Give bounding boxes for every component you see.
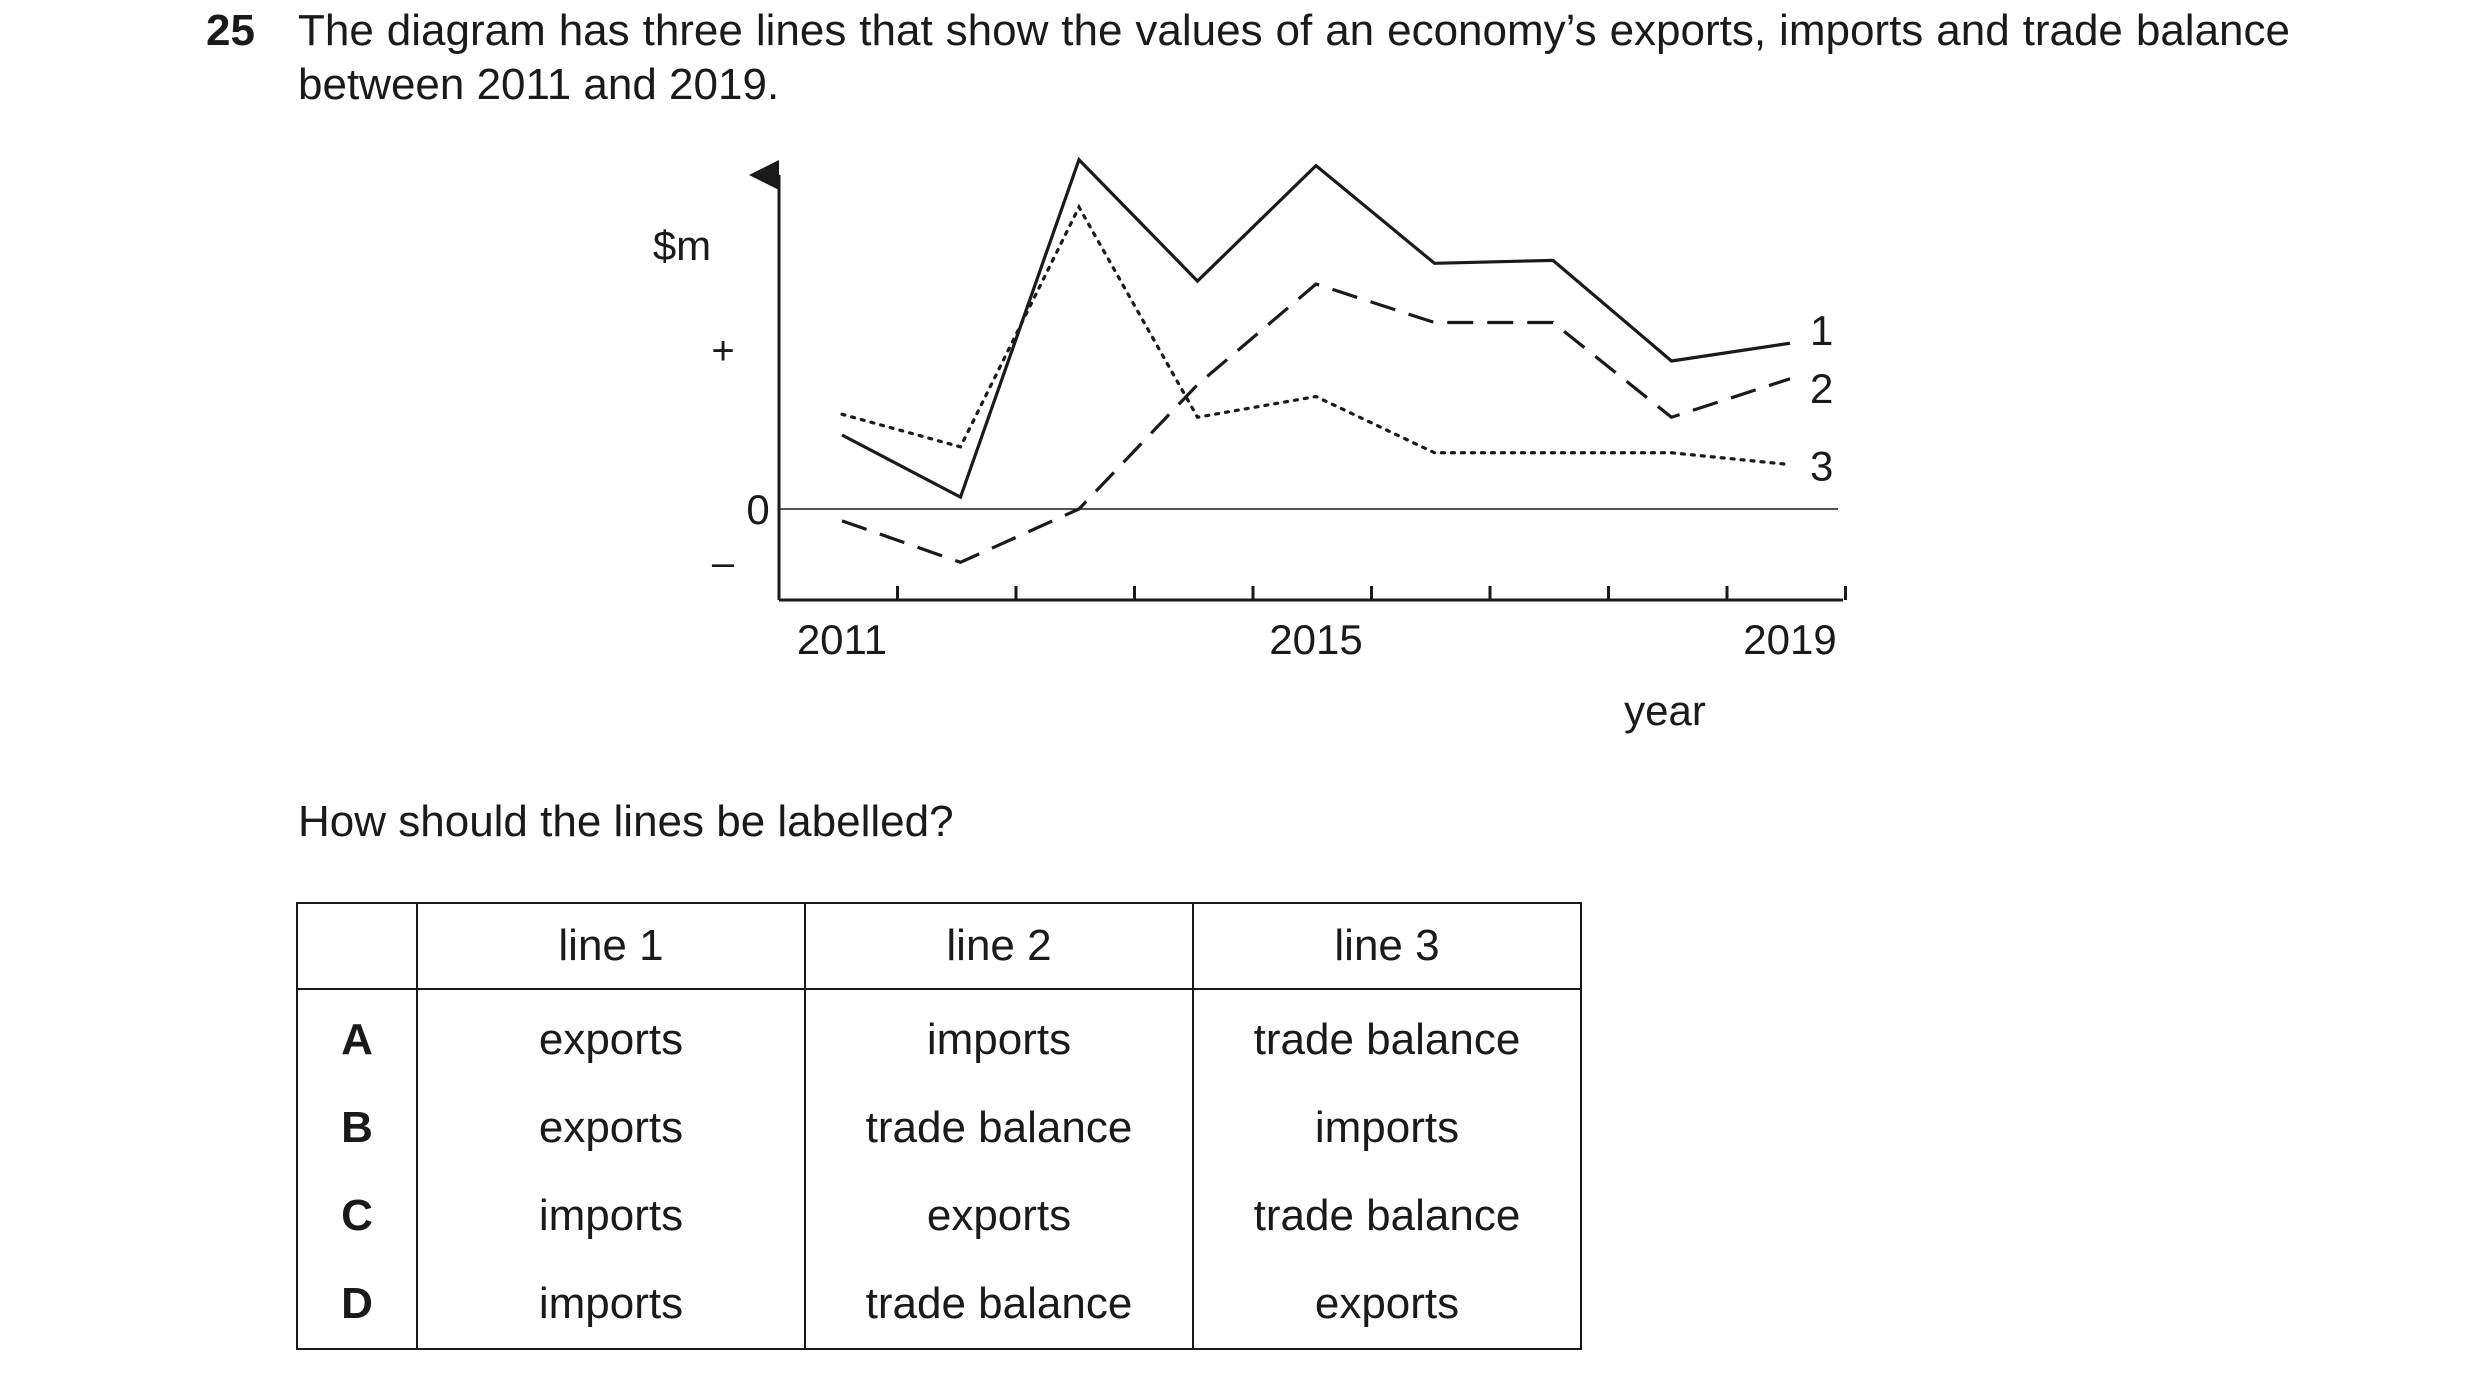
option-key: B	[296, 1084, 418, 1172]
table-cell: imports	[416, 1172, 806, 1260]
table-cell: exports	[1192, 1260, 1582, 1350]
y-plus-label: +	[711, 329, 734, 373]
x-axis-label: year	[1624, 687, 1706, 734]
question-text: The diagram has three lines that show th…	[298, 6, 2290, 109]
y-minus-label: –	[712, 541, 735, 585]
table-cell: imports	[416, 1260, 806, 1350]
y-axis-label: $m	[653, 222, 711, 269]
answer-row-a[interactable]: A exports imports trade balance	[296, 989, 1582, 1084]
answer-row-c[interactable]: C imports exports trade balance	[296, 1172, 1582, 1260]
answer-table: line 1 line 2 line 3 A exports imports t…	[296, 902, 1582, 1350]
table-cell: exports	[804, 1172, 1194, 1260]
x-tick-label: 2019	[1743, 616, 1836, 663]
table-header-line-3: line 3	[1192, 902, 1582, 990]
question-number: 25	[206, 6, 255, 55]
option-key: A	[296, 989, 418, 1084]
x-tick-label: 2015	[1269, 616, 1362, 663]
table-header-row: line 1 line 2 line 3	[296, 902, 1582, 990]
table-cell: exports	[416, 1084, 806, 1172]
table-cell: imports	[1192, 1084, 1582, 1172]
table-cell: trade balance	[804, 1260, 1194, 1350]
question-prompt: How should the lines be labelled?	[298, 797, 954, 846]
table-cell: trade balance	[1192, 1172, 1582, 1260]
line-chart: 2011 2015 2019 $m year +0– 1 2 3	[653, 156, 1847, 734]
series-label-3: 3	[1810, 443, 1833, 490]
table-header-key	[296, 902, 418, 990]
series-line-2	[841, 282, 1791, 565]
option-key: D	[296, 1260, 418, 1350]
series-label-2: 2	[1810, 365, 1833, 412]
answer-row-b[interactable]: B exports trade balance imports	[296, 1084, 1582, 1172]
table-cell: trade balance	[804, 1084, 1194, 1172]
series-line-3	[840, 203, 1792, 467]
table-header-line-2: line 2	[804, 902, 1194, 990]
answer-row-d[interactable]: D imports trade balance exports	[296, 1260, 1582, 1350]
table-cell: exports	[416, 989, 806, 1084]
option-key: C	[296, 1172, 418, 1260]
x-tick-label: 2011	[797, 616, 887, 663]
series-label-1: 1	[1810, 307, 1833, 354]
y-zero-label: 0	[746, 486, 769, 533]
table-cell: imports	[804, 989, 1194, 1084]
table-header-line-1: line 1	[416, 902, 806, 990]
table-cell: trade balance	[1192, 989, 1582, 1084]
series-line-1	[841, 156, 1791, 500]
